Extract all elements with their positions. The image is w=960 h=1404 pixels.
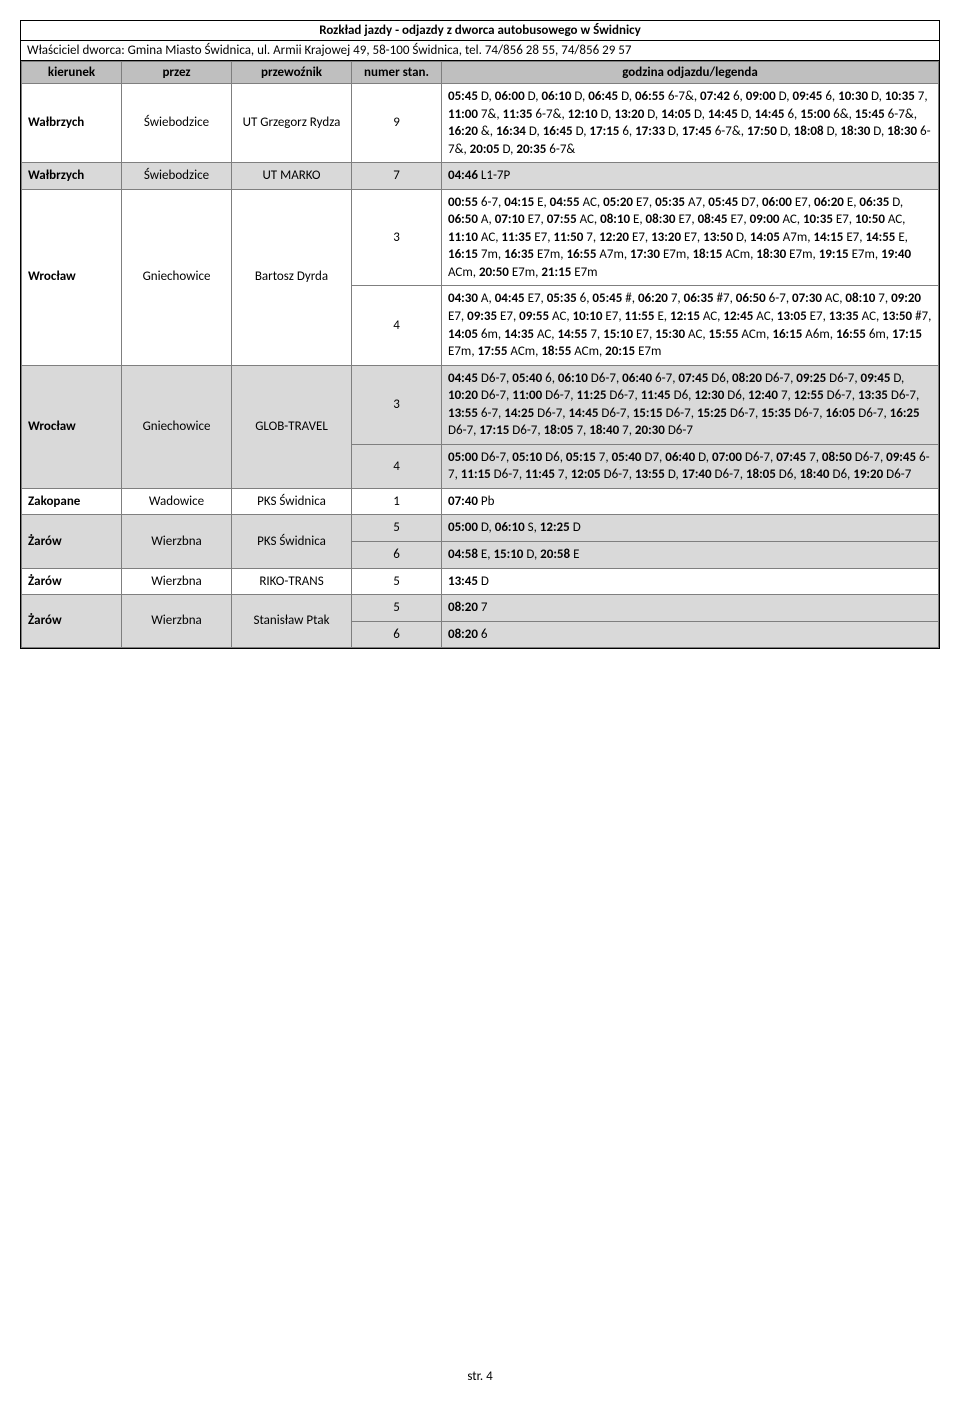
cell-kierunek: Wrocław [22, 365, 122, 488]
cell-times: 13:45 D [442, 568, 939, 595]
cell-przez: Świebodzice [122, 84, 232, 163]
cell-stan: 7 [352, 163, 442, 190]
document-frame: Rozkład jazdy - odjazdy z dworca autobus… [20, 20, 940, 649]
cell-stan: 6 [352, 542, 442, 569]
cell-przewoznik: PKS Świdnica [232, 488, 352, 515]
cell-times: 04:45 D6-7, 05:40 6, 06:10 D6-7, 06:40 6… [442, 365, 939, 444]
cell-times: 08:20 6 [442, 621, 939, 648]
cell-stan: 3 [352, 189, 442, 286]
cell-stan: 1 [352, 488, 442, 515]
cell-times: 00:55 6-7, 04:15 E, 04:55 AC, 05:20 E7, … [442, 189, 939, 286]
cell-times: 04:58 E, 15:10 D, 20:58 E [442, 542, 939, 569]
cell-przewoznik: RIKO-TRANS [232, 568, 352, 595]
cell-stan: 4 [352, 444, 442, 488]
col-kierunek: kierunek [22, 62, 122, 84]
cell-times: 08:20 7 [442, 595, 939, 622]
table-row: ŻarówWierzbnaStanisław Ptak508:20 7 [22, 595, 939, 622]
cell-przewoznik: PKS Świdnica [232, 515, 352, 568]
schedule-table: kierunek przez przewoźnik numer stan. go… [21, 61, 939, 648]
cell-kierunek: Żarów [22, 595, 122, 648]
page-title: Rozkład jazdy - odjazdy z dworca autobus… [21, 21, 939, 41]
cell-stan: 5 [352, 568, 442, 595]
cell-times: 05:00 D6-7, 05:10 D6, 05:15 7, 05:40 D7,… [442, 444, 939, 488]
cell-kierunek: Żarów [22, 515, 122, 568]
col-godzina: godzina odjazdu/legenda [442, 62, 939, 84]
cell-przewoznik: UT MARKO [232, 163, 352, 190]
table-header-row: kierunek przez przewoźnik numer stan. go… [22, 62, 939, 84]
table-row: WrocławGniechowiceGLOB-TRAVEL304:45 D6-7… [22, 365, 939, 444]
cell-times: 04:46 L1-7P [442, 163, 939, 190]
cell-stan: 5 [352, 595, 442, 622]
cell-times: 07:40 Pb [442, 488, 939, 515]
cell-przewoznik: Bartosz Dyrda [232, 189, 352, 365]
cell-kierunek: Żarów [22, 568, 122, 595]
table-row: ZakopaneWadowicePKS Świdnica107:40 Pb [22, 488, 939, 515]
cell-przez: Gniechowice [122, 365, 232, 488]
col-przez: przez [122, 62, 232, 84]
cell-stan: 5 [352, 515, 442, 542]
cell-przez: Wierzbna [122, 515, 232, 568]
cell-przewoznik: UT Grzegorz Rydza [232, 84, 352, 163]
cell-times: 05:00 D, 06:10 S, 12:25 D [442, 515, 939, 542]
table-row: WałbrzychŚwiebodziceUT Grzegorz Rydza905… [22, 84, 939, 163]
cell-kierunek: Zakopane [22, 488, 122, 515]
cell-przez: Świebodzice [122, 163, 232, 190]
cell-kierunek: Wałbrzych [22, 163, 122, 190]
cell-stan: 9 [352, 84, 442, 163]
cell-times: 05:45 D, 06:00 D, 06:10 D, 06:45 D, 06:5… [442, 84, 939, 163]
table-row: ŻarówWierzbnaRIKO-TRANS513:45 D [22, 568, 939, 595]
cell-przez: Gniechowice [122, 189, 232, 365]
cell-stan: 3 [352, 365, 442, 444]
table-row: ŻarówWierzbnaPKS Świdnica505:00 D, 06:10… [22, 515, 939, 542]
table-row: WałbrzychŚwiebodziceUT MARKO704:46 L1-7P [22, 163, 939, 190]
col-przewoznik: przewoźnik [232, 62, 352, 84]
cell-przez: Wadowice [122, 488, 232, 515]
cell-kierunek: Wrocław [22, 189, 122, 365]
cell-stan: 4 [352, 286, 442, 365]
cell-times: 04:30 A, 04:45 E7, 05:35 6, 05:45 #, 06:… [442, 286, 939, 365]
col-numer: numer stan. [352, 62, 442, 84]
cell-przez: Wierzbna [122, 595, 232, 648]
page-footer: str. 4 [20, 1369, 940, 1384]
cell-przewoznik: Stanisław Ptak [232, 595, 352, 648]
cell-przewoznik: GLOB-TRAVEL [232, 365, 352, 488]
cell-kierunek: Wałbrzych [22, 84, 122, 163]
page-subtitle: Właściciel dworca: Gmina Miasto Świdnica… [21, 41, 939, 61]
table-row: WrocławGniechowiceBartosz Dyrda300:55 6-… [22, 189, 939, 286]
cell-przez: Wierzbna [122, 568, 232, 595]
cell-stan: 6 [352, 621, 442, 648]
